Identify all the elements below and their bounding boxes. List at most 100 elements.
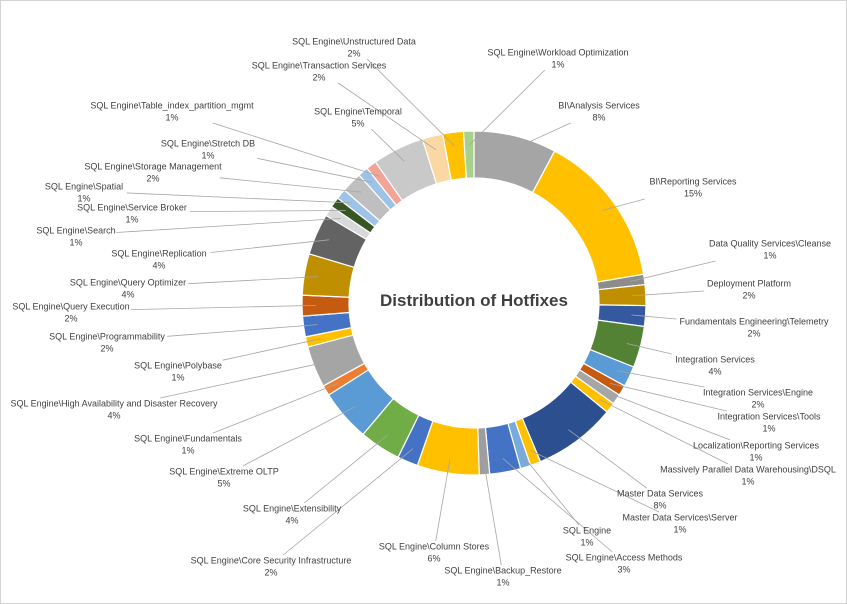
slice-label-name-24: SQL Engine\Query Optimizer bbox=[70, 278, 186, 288]
leader-line-4 bbox=[631, 314, 677, 320]
slice-label-name-4: Fundamentals Engineering\Telemetry bbox=[679, 317, 829, 327]
slice-label-name-6: Integration Services\Engine bbox=[703, 388, 813, 398]
slice-label-pct-20: 4% bbox=[107, 411, 120, 421]
slice-label-pct-25: 4% bbox=[152, 261, 165, 271]
slice-label-name-33: SQL Engine\Transaction Services bbox=[252, 61, 387, 71]
slice-label-pct-5: 4% bbox=[708, 367, 721, 377]
leader-line-0 bbox=[512, 122, 571, 151]
slice-label-name-2: Data Quality Services\Cleanse bbox=[709, 239, 831, 249]
leader-line-25 bbox=[210, 239, 330, 253]
slice-label-pct-27: 1% bbox=[125, 215, 138, 225]
slice-label-pct-13: 3% bbox=[617, 565, 630, 575]
slice-label-name-30: SQL Engine\Stretch DB bbox=[161, 139, 255, 149]
leader-line-30 bbox=[257, 157, 373, 183]
slice-label-pct-12: 1% bbox=[580, 538, 593, 548]
leader-line-34 bbox=[366, 58, 456, 147]
leader-line-1 bbox=[601, 198, 645, 211]
leader-line-6 bbox=[616, 370, 705, 388]
slice-label-pct-24: 4% bbox=[121, 290, 134, 300]
slice-label-pct-7: 1% bbox=[762, 424, 775, 434]
slice-label-name-3: Deployment Platform bbox=[707, 279, 791, 289]
leader-line-5 bbox=[626, 343, 672, 355]
leader-line-11 bbox=[530, 450, 660, 513]
leader-line-7 bbox=[609, 383, 727, 412]
slice-label-name-32: SQL Engine\Temporal bbox=[314, 107, 402, 117]
slice-label-pct-35: 1% bbox=[551, 60, 564, 70]
leader-line-22 bbox=[167, 324, 318, 337]
slice-label-name-9: Massively Parallel Data Warehousing\DSQL bbox=[660, 465, 836, 475]
slice-label-pct-23: 2% bbox=[64, 314, 77, 324]
leader-line-35 bbox=[468, 69, 546, 146]
slice-label-pct-9: 1% bbox=[741, 477, 754, 487]
donut-slice-1 bbox=[532, 150, 645, 283]
slice-label-name-18: SQL Engine\Extreme OLTP bbox=[169, 467, 279, 477]
slice-label-name-12: SQL Engine bbox=[563, 526, 611, 536]
slice-label-pct-31: 1% bbox=[165, 113, 178, 123]
slice-label-name-17: SQL Engine\Extensibility bbox=[243, 504, 342, 514]
leader-line-16 bbox=[282, 448, 414, 556]
leader-line-18 bbox=[242, 406, 356, 467]
leader-line-14 bbox=[483, 460, 502, 566]
slice-label-name-11: Master Data Services\Server bbox=[622, 513, 737, 523]
slice-label-pct-29: 2% bbox=[146, 174, 159, 184]
slice-label-name-21: SQL Engine\Polybase bbox=[134, 361, 222, 371]
leader-line-32 bbox=[371, 128, 405, 162]
slice-label-pct-18: 5% bbox=[217, 479, 230, 489]
slice-label-name-5: Integration Services bbox=[675, 355, 755, 365]
slice-label-pct-4: 2% bbox=[747, 329, 760, 339]
slice-label-name-25: SQL Engine\Replication bbox=[111, 249, 206, 259]
slice-label-pct-30: 1% bbox=[201, 151, 214, 161]
slice-label-pct-32: 5% bbox=[351, 119, 364, 129]
leader-line-10 bbox=[568, 429, 647, 489]
leader-line-17 bbox=[304, 434, 388, 504]
slice-label-name-31: SQL Engine\Table_index_partition_mgmt bbox=[90, 101, 254, 111]
slice-label-pct-15: 6% bbox=[427, 554, 440, 564]
leader-line-20 bbox=[160, 361, 328, 399]
slice-label-name-23: SQL Engine\Query Execution bbox=[12, 302, 129, 312]
leader-line-2 bbox=[630, 260, 716, 282]
slice-label-pct-10: 8% bbox=[653, 501, 666, 511]
leader-line-8 bbox=[604, 391, 731, 441]
slice-label-name-16: SQL Engine\Core Security Infrastructure bbox=[191, 556, 352, 566]
chart-title: Distribution of Hotfixes bbox=[380, 291, 568, 310]
leader-line-19 bbox=[213, 383, 339, 434]
slice-label-name-20: SQL Engine\High Availability and Disaste… bbox=[10, 399, 218, 409]
leader-line-23 bbox=[131, 305, 317, 310]
slice-label-pct-0: 8% bbox=[592, 113, 605, 123]
slice-label-pct-2: 1% bbox=[763, 251, 776, 261]
slice-label-name-1: BI\Reporting Services bbox=[649, 177, 737, 187]
slice-label-name-7: Integration Services\Tools bbox=[717, 412, 821, 422]
slice-label-pct-34: 2% bbox=[347, 49, 360, 59]
slice-label-name-27: SQL Engine\Service Broker bbox=[77, 203, 187, 213]
slice-label-name-14: SQL Engine\Backup_Restore bbox=[444, 566, 561, 576]
slice-label-name-13: SQL Engine\Access Methods bbox=[566, 553, 683, 563]
slice-label-name-15: SQL Engine\Column Stores bbox=[379, 542, 490, 552]
leader-line-26 bbox=[116, 218, 341, 233]
slice-label-name-19: SQL Engine\Fundamentals bbox=[134, 434, 242, 444]
slice-label-name-35: SQL Engine\Workload Optimization bbox=[487, 48, 628, 58]
slice-label-pct-6: 2% bbox=[751, 400, 764, 410]
slice-label-name-34: SQL Engine\Unstructured Data bbox=[292, 37, 416, 47]
slice-label-pct-19: 1% bbox=[181, 446, 194, 456]
leader-line-21 bbox=[222, 338, 321, 361]
slice-label-name-8: Localization\Reporting Services bbox=[693, 441, 820, 451]
slice-label-pct-8: 1% bbox=[749, 453, 762, 463]
slice-label-pct-22: 2% bbox=[100, 344, 113, 354]
leader-line-3 bbox=[631, 290, 705, 297]
leader-line-33 bbox=[337, 82, 437, 151]
slice-label-name-26: SQL Engine\Search bbox=[36, 226, 115, 236]
slice-label-pct-17: 4% bbox=[285, 516, 298, 526]
slice-labels: BI\Analysis Services 8% BI\Reporting Servi… bbox=[10, 37, 835, 588]
leader-line-27 bbox=[189, 210, 346, 212]
slice-label-pct-1: 15% bbox=[684, 189, 702, 199]
leader-line-12 bbox=[521, 453, 580, 526]
slice-label-pct-11: 1% bbox=[673, 525, 686, 535]
leader-line-13 bbox=[502, 458, 613, 553]
slice-label-pct-14: 1% bbox=[496, 578, 509, 588]
slice-label-pct-21: 1% bbox=[171, 373, 184, 383]
slice-label-name-10: Master Data Services bbox=[617, 489, 704, 499]
slice-label-name-22: SQL Engine\Programmability bbox=[49, 332, 165, 342]
slice-label-pct-33: 2% bbox=[312, 73, 325, 83]
